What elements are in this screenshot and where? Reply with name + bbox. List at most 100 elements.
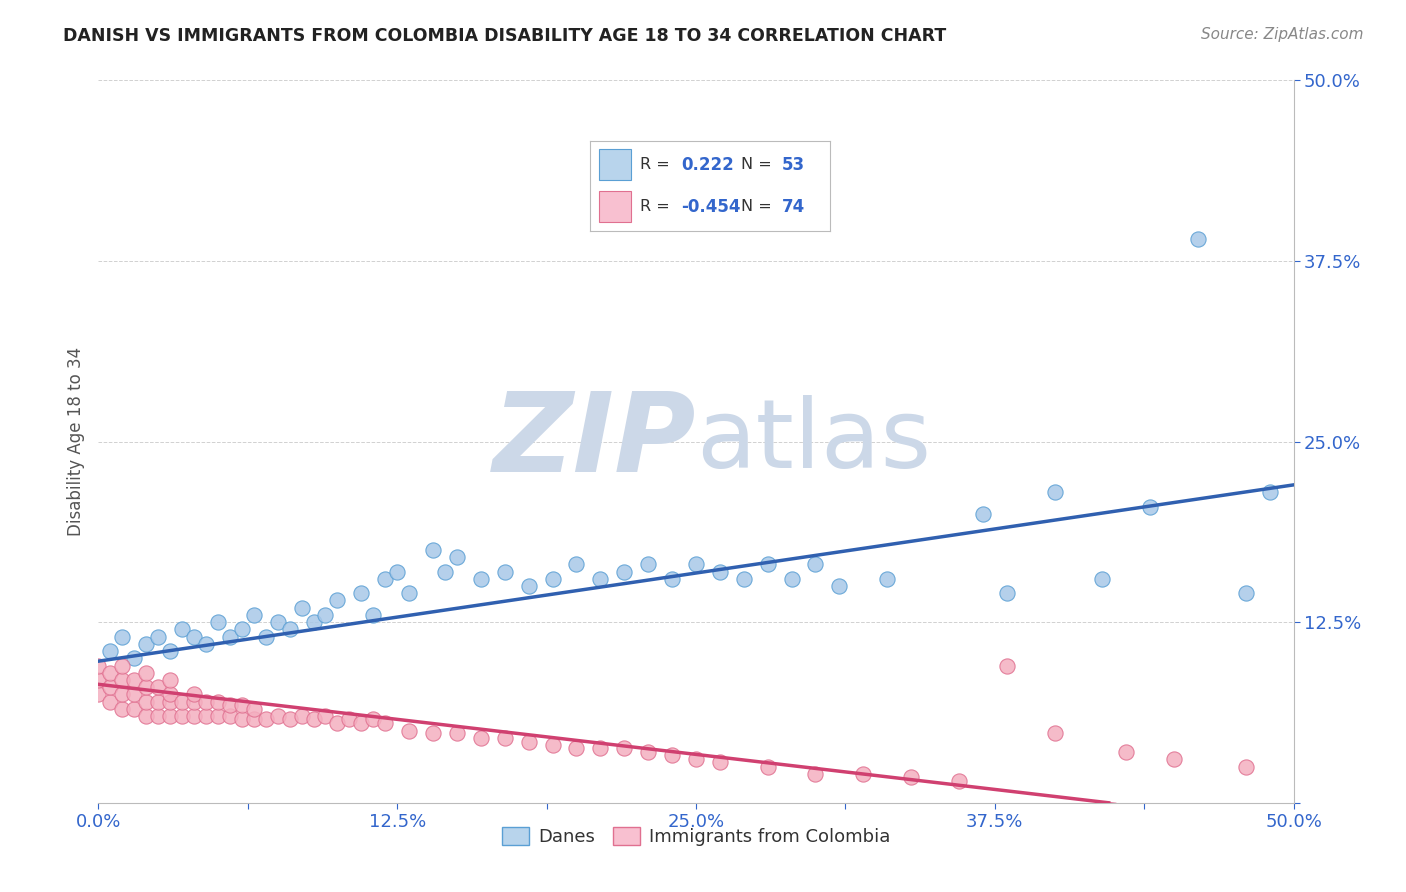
Point (148, 630, 170, 644)
Point (172, 623, 194, 637)
Point (254, 630, 277, 644)
Point (828, 579, 851, 593)
Point (124, 702, 146, 716)
Point (172, 695, 194, 709)
FancyBboxPatch shape (599, 192, 630, 222)
Point (1091, 572, 1114, 586)
Point (398, 723, 420, 738)
Text: atlas: atlas (696, 395, 931, 488)
Point (219, 698, 242, 712)
Point (267, 709, 290, 723)
Point (159, 687, 181, 701)
Point (1234, 586, 1257, 600)
Point (517, 579, 540, 593)
Point (1163, 752, 1185, 766)
Point (315, 709, 337, 723)
Point (541, 572, 564, 586)
Text: Source: ZipAtlas.com: Source: ZipAtlas.com (1201, 27, 1364, 42)
Point (422, 726, 444, 740)
Point (315, 607, 337, 622)
Point (589, 740, 612, 755)
Point (780, 572, 803, 586)
Point (339, 712, 361, 726)
Point (98, 695, 122, 709)
Point (148, 709, 170, 723)
Point (135, 680, 157, 694)
Point (363, 607, 385, 622)
Point (494, 731, 516, 745)
Point (98, 644, 122, 658)
Text: R =: R = (640, 157, 669, 172)
Point (98, 680, 122, 694)
Point (111, 702, 134, 716)
Point (135, 695, 157, 709)
Point (243, 702, 266, 716)
Point (995, 586, 1018, 600)
Point (995, 658, 1018, 673)
Point (111, 673, 134, 687)
Point (613, 565, 636, 579)
Point (1043, 726, 1066, 740)
Point (302, 712, 325, 726)
Point (231, 712, 253, 726)
Point (124, 673, 146, 687)
Point (565, 740, 588, 755)
Point (302, 615, 325, 630)
Point (350, 716, 373, 731)
Point (243, 607, 266, 622)
Point (207, 709, 229, 723)
Point (363, 712, 385, 726)
Point (613, 740, 636, 755)
Point (876, 572, 898, 586)
Point (231, 623, 253, 637)
Point (350, 586, 373, 600)
Point (183, 695, 205, 709)
Point (804, 558, 827, 572)
Point (207, 615, 229, 630)
Y-axis label: Disability Age 18 to 34: Disability Age 18 to 34 (66, 347, 84, 536)
Point (111, 630, 134, 644)
Point (398, 586, 420, 600)
Point (278, 623, 301, 637)
Point (278, 712, 301, 726)
Point (195, 695, 218, 709)
Point (756, 760, 779, 774)
Point (1234, 760, 1257, 774)
Point (98, 665, 122, 680)
Point (1139, 500, 1161, 514)
Point (219, 630, 242, 644)
Point (470, 572, 492, 586)
Point (1258, 485, 1281, 500)
Point (254, 712, 277, 726)
Point (124, 651, 146, 665)
Point (446, 726, 468, 740)
Point (267, 615, 290, 630)
Point (972, 507, 994, 521)
Point (159, 695, 181, 709)
Point (852, 767, 875, 781)
Point (111, 687, 134, 701)
Point (709, 565, 731, 579)
Point (804, 767, 827, 781)
Point (148, 695, 170, 709)
Point (172, 709, 194, 723)
Point (948, 774, 970, 789)
Point (87, 687, 110, 701)
Point (219, 709, 242, 723)
Text: 53: 53 (782, 155, 804, 174)
Point (183, 687, 205, 701)
Point (243, 712, 266, 726)
Point (195, 637, 218, 651)
Point (661, 572, 683, 586)
Point (207, 695, 229, 709)
Point (446, 550, 468, 565)
Point (291, 600, 314, 615)
Text: 74: 74 (782, 197, 804, 216)
Point (685, 752, 707, 766)
Point (87, 673, 110, 687)
Point (434, 565, 457, 579)
Text: -0.454: -0.454 (681, 197, 741, 216)
Point (135, 637, 157, 651)
Point (111, 658, 134, 673)
Point (589, 572, 612, 586)
